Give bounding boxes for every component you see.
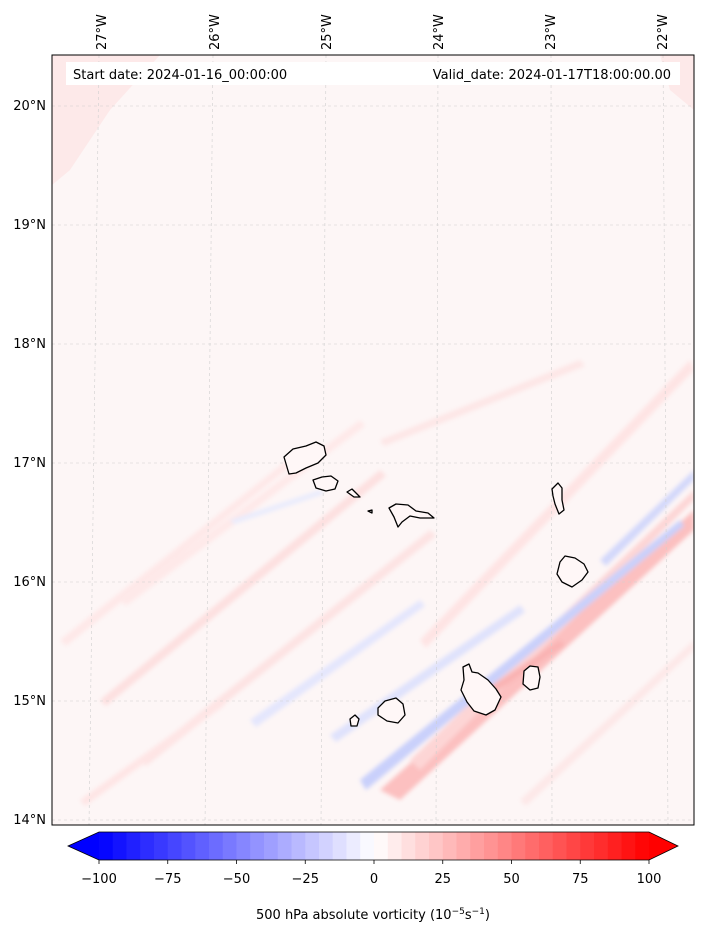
- colorbar: −100 −75 −50 −25 0 25 50 75 100 500 hPa absolute…: [67, 831, 679, 923]
- latitude-labels: 20°N 19°N 18°N 17°N 16°N 15°N 14°N: [13, 99, 46, 828]
- colorbar-cell: [594, 832, 609, 860]
- colorbar-tick-label: −50: [223, 872, 250, 887]
- colorbar-cell: [497, 832, 513, 860]
- colorbar-ticks: −100 −75 −50 −25 0 25 50 75 100: [81, 860, 661, 887]
- island-santa-luzia: [346, 488, 361, 498]
- colorbar-cell: [154, 832, 169, 860]
- colorbar-cell: [332, 832, 348, 860]
- map-frame: [51, 54, 695, 826]
- colorbar-cell: [250, 832, 265, 860]
- colorbar-cell: [484, 832, 499, 860]
- colorbar-tick-label: −100: [81, 872, 117, 887]
- colorbar-cell: [456, 832, 471, 860]
- colorbar-tick-label: −25: [292, 872, 319, 887]
- colorbar-cell: [126, 832, 141, 860]
- colorbar-cell: [552, 832, 568, 860]
- colorbar-tick-label: 100: [637, 872, 662, 887]
- colorbar-cell: [360, 832, 375, 860]
- lat-label: 15°N: [13, 694, 46, 709]
- island-sal: [551, 482, 565, 515]
- start-date-label: Start date: 2024-01-16_00:00:00: [73, 68, 287, 83]
- colorbar-tick-label: 0: [370, 872, 378, 887]
- island-maio: [522, 665, 541, 691]
- colorbar-cell: [277, 832, 293, 860]
- colorbar-cell: [607, 832, 623, 860]
- lon-label: 25°W: [320, 14, 335, 50]
- lat-label: 14°N: [13, 813, 46, 828]
- colorbar-cell: [305, 832, 320, 860]
- colorbar-cell: [140, 832, 155, 860]
- lat-label: 18°N: [13, 337, 46, 352]
- colorbar-cell: [580, 832, 595, 860]
- colorbar-tick-label: 25: [434, 872, 451, 887]
- map-background: [52, 55, 694, 825]
- vorticity-broad-positive: [52, 55, 160, 185]
- coastlines: [283, 441, 589, 727]
- colorbar-cell: [167, 832, 183, 860]
- valid-date-label: Valid_date: 2024-01-17T18:00:00.00: [433, 68, 671, 83]
- island-santiago: [460, 663, 502, 716]
- header-box: [66, 62, 680, 85]
- colorbar-cell: [621, 832, 636, 860]
- colorbar-cell: [470, 832, 485, 860]
- colorbar-cell: [319, 832, 334, 860]
- colorbar-cell: [346, 832, 361, 860]
- colorbar-cell: [429, 832, 444, 860]
- island-sao-nicolau: [388, 503, 435, 528]
- colorbar-cell: [236, 832, 251, 860]
- colorbar-cell: [635, 832, 650, 860]
- colorbar-cell: [511, 832, 526, 860]
- colorbar-label: 500 hPa absolute vorticity (10−5s−1): [256, 907, 490, 923]
- colorbar-tick-label: −75: [154, 872, 181, 887]
- lat-label: 19°N: [13, 218, 46, 233]
- longitude-labels: 27°W 26°W 25°W 24°W 23°W 22°W: [95, 14, 671, 50]
- colorbar-extend-min: [68, 832, 99, 860]
- colorbar-cell: [442, 832, 458, 860]
- colorbar-cell: [415, 832, 430, 860]
- colorbar-cell: [112, 832, 128, 860]
- colorbar-cell: [195, 832, 210, 860]
- lon-label: 24°W: [432, 14, 447, 50]
- island-branco: [367, 509, 373, 514]
- lon-label: 26°W: [208, 14, 223, 50]
- colorbar-cells: [67, 831, 679, 861]
- lon-label: 22°W: [656, 14, 671, 50]
- lat-label: 20°N: [13, 99, 46, 114]
- colorbar-cell: [181, 832, 196, 860]
- colorbar-cell: [209, 832, 224, 860]
- lon-label: 27°W: [95, 14, 110, 50]
- island-fogo: [377, 697, 406, 724]
- map-gridlines: [52, 55, 694, 825]
- colorbar-cell: [566, 832, 581, 860]
- lat-label: 16°N: [13, 575, 46, 590]
- island-santo-antao: [283, 441, 327, 475]
- colorbar-cell: [374, 832, 389, 860]
- map-panel: Start date: 2024-01-16_00:00:00 Valid_da…: [51, 54, 695, 826]
- colorbar-cell: [291, 832, 306, 860]
- colorbar-tick-label: 50: [503, 872, 520, 887]
- island-brava: [349, 714, 360, 727]
- colorbar-cell: [387, 832, 403, 860]
- colorbar-cell: [539, 832, 554, 860]
- colorbar-cell: [264, 832, 279, 860]
- lon-label: 23°W: [544, 14, 559, 50]
- colorbar-tick-label: 75: [572, 872, 589, 887]
- colorbar-cell: [401, 832, 416, 860]
- colorbar-cell: [222, 832, 238, 860]
- island-boa-vista: [556, 555, 589, 588]
- colorbar-cell: [525, 832, 540, 860]
- colorbar-cell: [99, 832, 114, 860]
- colorbar-extend-max: [649, 832, 678, 860]
- island-sao-vicente: [312, 475, 339, 492]
- lat-label: 17°N: [13, 456, 46, 471]
